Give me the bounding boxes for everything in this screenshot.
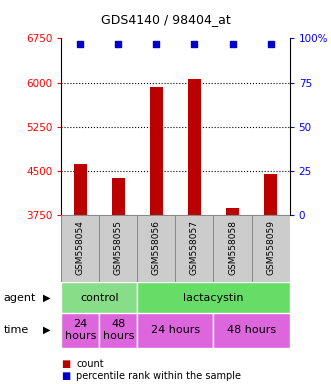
Point: [192, 41, 197, 47]
Bar: [61, 313, 99, 348]
Text: GSM558057: GSM558057: [190, 220, 199, 275]
Text: ▶: ▶: [43, 325, 51, 335]
Text: 24
hours: 24 hours: [65, 319, 96, 341]
Bar: [99, 313, 137, 348]
Point: [268, 41, 273, 47]
Text: lactacystin: lactacystin: [183, 293, 244, 303]
Text: GSM558058: GSM558058: [228, 220, 237, 275]
Bar: [137, 215, 175, 282]
Text: 48
hours: 48 hours: [103, 319, 134, 341]
Text: GSM558055: GSM558055: [114, 220, 123, 275]
Bar: [226, 208, 239, 215]
Text: GSM558059: GSM558059: [266, 220, 275, 275]
Bar: [137, 282, 290, 313]
Bar: [150, 87, 163, 215]
Bar: [73, 164, 87, 215]
Bar: [61, 282, 137, 313]
Point: [230, 41, 235, 47]
Text: GSM558054: GSM558054: [76, 220, 85, 275]
Bar: [61, 215, 99, 282]
Point: [154, 41, 159, 47]
Bar: [175, 215, 213, 282]
Bar: [188, 79, 201, 215]
Point: [116, 41, 121, 47]
Text: time: time: [3, 325, 28, 335]
Text: count: count: [76, 359, 104, 369]
Text: percentile rank within the sample: percentile rank within the sample: [76, 371, 241, 381]
Text: control: control: [80, 293, 118, 303]
Bar: [213, 215, 252, 282]
Point: [77, 41, 83, 47]
Text: ■: ■: [61, 371, 71, 381]
Bar: [99, 215, 137, 282]
Text: agent: agent: [3, 293, 36, 303]
Text: 24 hours: 24 hours: [151, 325, 200, 335]
Text: GSM558056: GSM558056: [152, 220, 161, 275]
Bar: [264, 174, 277, 215]
Text: 48 hours: 48 hours: [227, 325, 276, 335]
Bar: [213, 313, 290, 348]
Bar: [252, 215, 290, 282]
Text: ▶: ▶: [43, 293, 51, 303]
Text: GDS4140 / 98404_at: GDS4140 / 98404_at: [101, 13, 230, 26]
Bar: [137, 313, 213, 348]
Bar: [112, 178, 125, 215]
Text: ■: ■: [61, 359, 71, 369]
